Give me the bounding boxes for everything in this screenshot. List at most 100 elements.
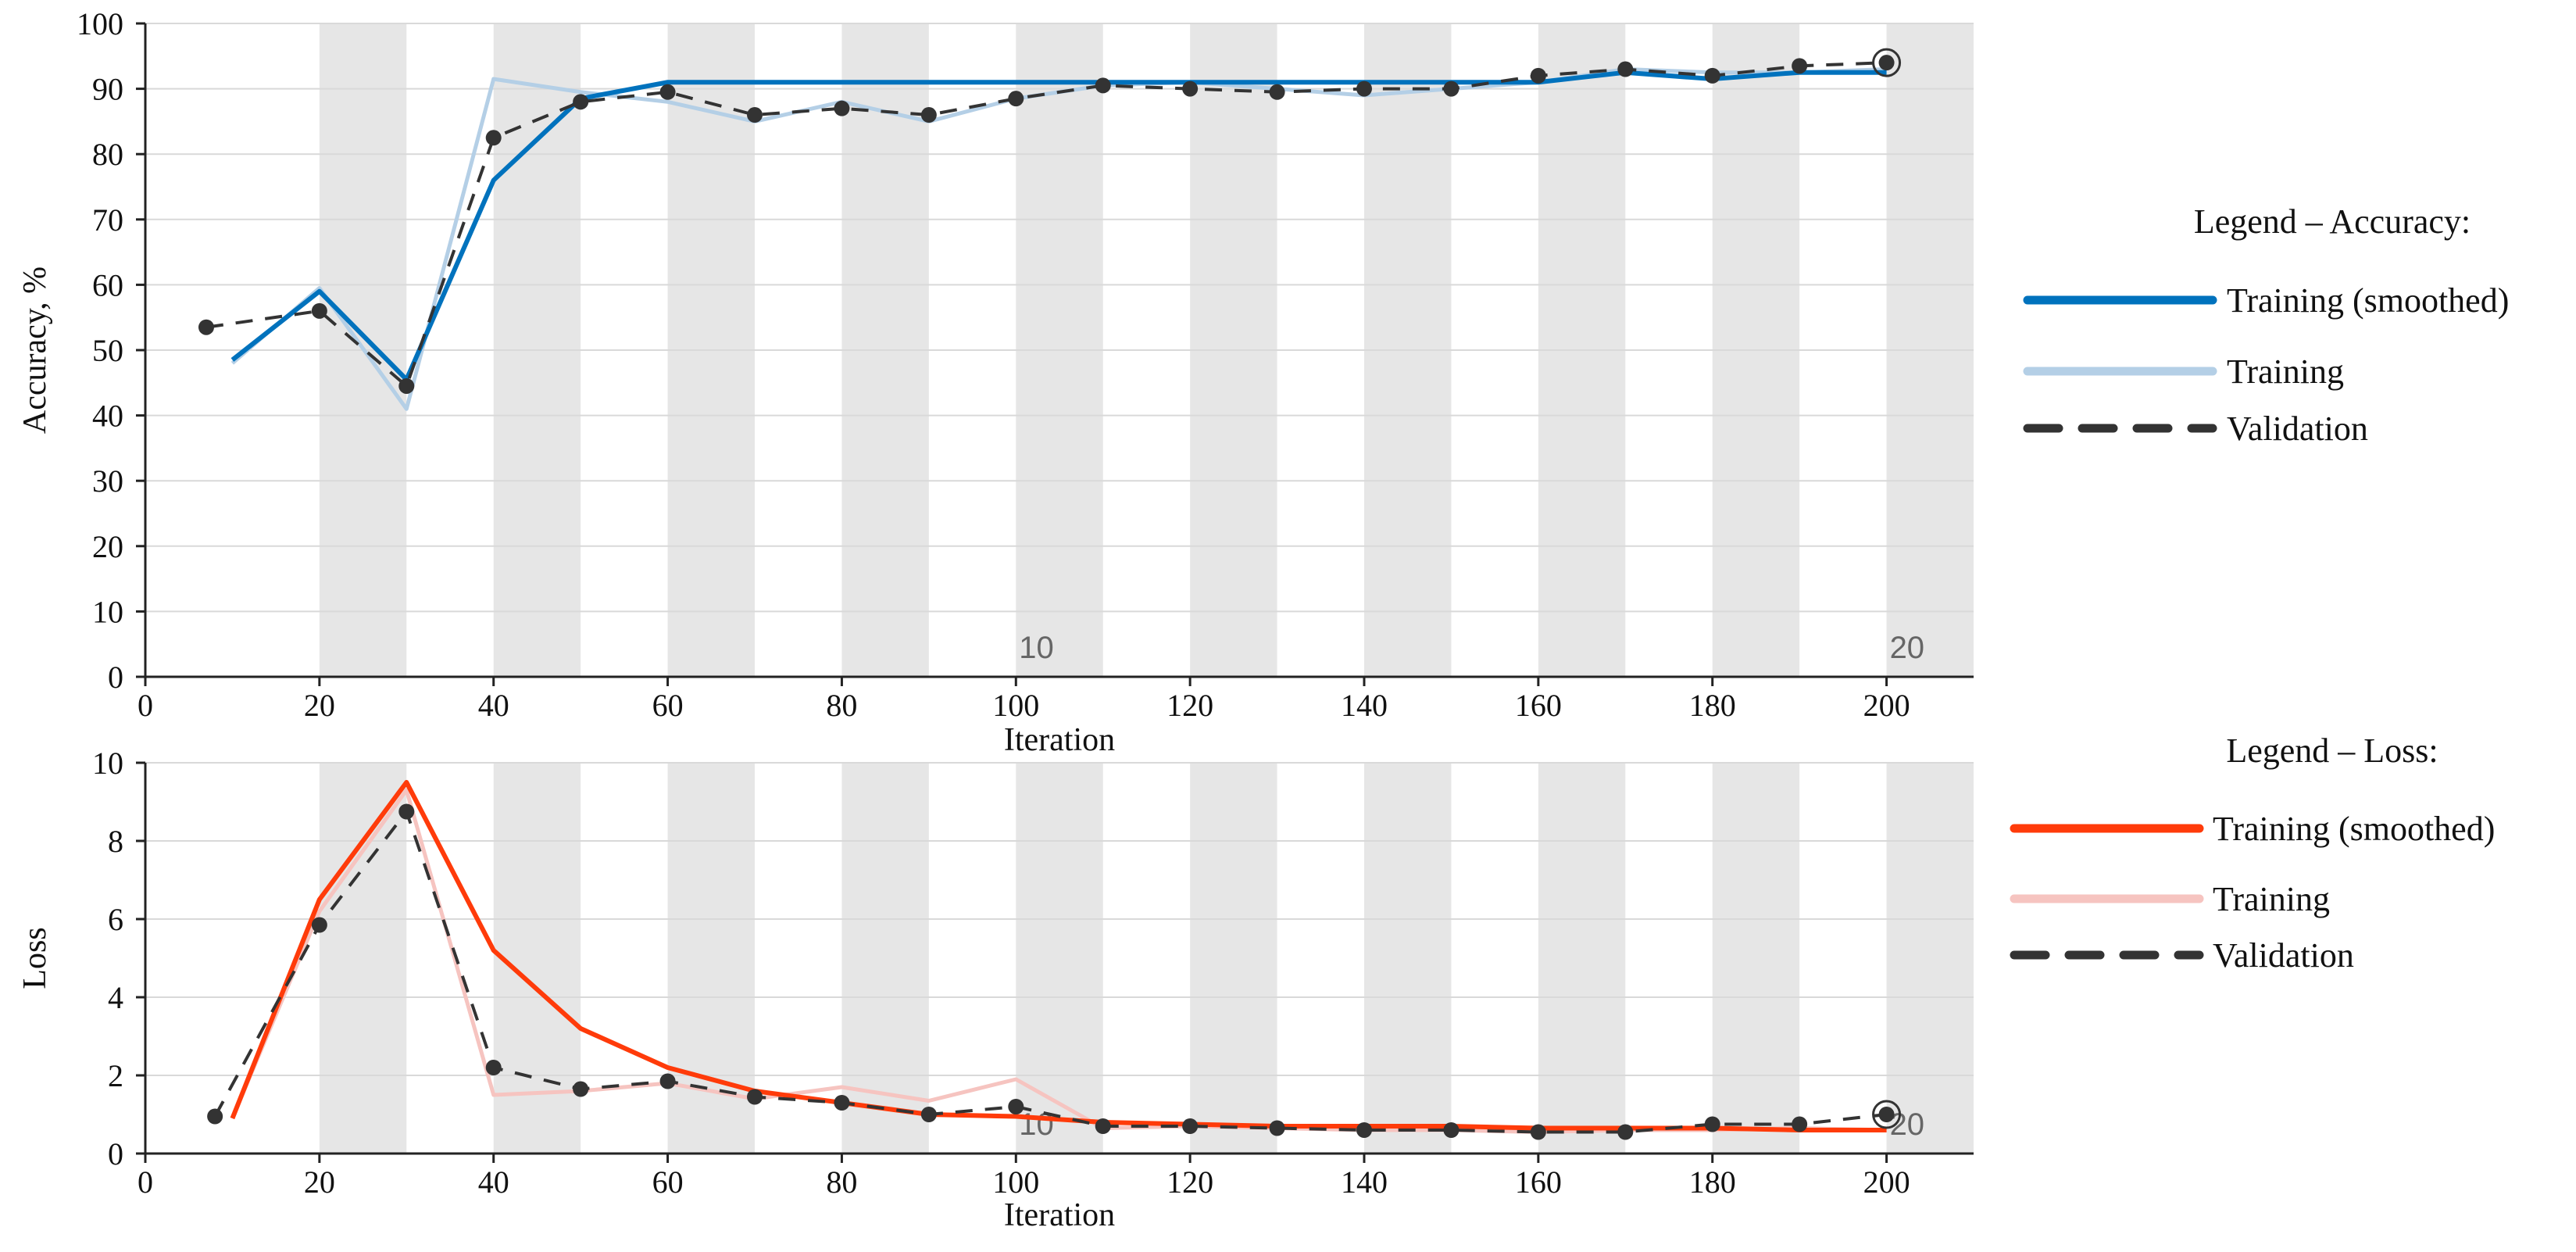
validation-point [1530,67,1546,84]
validation-point [1617,1124,1634,1140]
validation-point [1617,61,1634,77]
x-tick-label: 40 [478,1164,509,1200]
legend-title: Legend – Loss: [2226,732,2438,770]
series-line-training-smoothed [230,70,1887,382]
validation-point [573,1081,589,1097]
y-tick-label: 60 [92,267,123,302]
x-tick-label: 80 [826,1164,857,1200]
x-tick-label: 20 [304,688,335,723]
validation-point [920,107,937,123]
validation-point [1530,1124,1546,1140]
y-axis-title: Accuracy, % [17,266,53,434]
epoch-band [1712,763,1800,1154]
validation-point [1878,55,1895,71]
x-tick-label: 160 [1515,1164,1562,1200]
legend-label: Training (smoothed) [2227,281,2509,320]
validation-point [1008,91,1024,107]
chart-panel-accuracy: 0 20 40 60 80 100 120 140 160 180 200 0 10 20 30 40 50 60… [17,6,2509,758]
y-tick-label: 100 [77,6,123,41]
y-tick-label: 90 [92,72,123,107]
series-line-training-smoothed [230,780,1887,1132]
validation-point [1704,1116,1720,1132]
validation-point [573,94,589,110]
x-tick-label: 180 [1689,1164,1736,1200]
legend: Legend – Accuracy: Training (smoothed) Tra… [2023,202,2509,448]
x-tick-label: 160 [1515,688,1562,723]
y-tick-label: 4 [108,980,123,1015]
y-tick-label: 70 [92,202,123,238]
validation-point [834,1095,850,1111]
epoch-band [1886,763,1974,1154]
epoch-band [1538,763,1626,1154]
y-tick-label: 50 [92,333,123,368]
x-tick-label: 60 [652,1164,684,1200]
legend-label: Validation [2227,410,2368,448]
series-line-validation [213,810,1887,1134]
x-tick-label: 60 [652,688,684,723]
x-tick-label: 20 [304,1164,335,1200]
y-tick-label: 30 [92,463,123,499]
epoch-band [1190,763,1277,1154]
x-tick-label: 40 [478,688,509,723]
y-tick-label: 10 [92,594,123,629]
y-tick-label: 10 [92,746,123,781]
legend-label: Validation [2213,936,2354,975]
epoch-band [319,763,407,1154]
validation-point [198,319,214,335]
validation-point [1095,1118,1111,1134]
validation-point [1878,1107,1895,1122]
legend-label: Training [2227,352,2344,391]
x-tick-label: 200 [1863,1164,1910,1200]
x-tick-label: 0 [138,688,153,723]
validation-point [1792,1116,1808,1132]
x-tick-label: 140 [1341,688,1388,723]
y-tick-label: 80 [92,137,123,172]
validation-point [1095,77,1111,94]
epoch-label: 10 [1019,631,1054,665]
y-tick-label: 0 [108,660,123,695]
legend-label: Training [2213,880,2330,918]
y-tick-label: 0 [108,1136,123,1172]
x-tick-label: 120 [1167,688,1213,723]
x-tick-label: 120 [1167,1164,1213,1200]
legend: Legend – Loss: Training (smoothed) Trainin… [2010,732,2495,975]
y-tick-label: 2 [108,1058,123,1093]
x-tick-label: 200 [1863,688,1910,723]
x-tick-label: 140 [1341,1164,1388,1200]
validation-point [485,130,502,146]
legend-title: Legend – Accuracy: [2194,202,2471,241]
validation-point [398,803,415,820]
y-tick-label: 8 [108,824,123,859]
x-axis-title: Iteration [1004,1197,1115,1233]
validation-point [920,1107,937,1122]
x-tick-label: 100 [992,688,1039,723]
validation-point [834,100,850,116]
y-axis-title: Loss [17,927,53,989]
x-tick-label: 180 [1689,688,1736,723]
validation-point [1269,84,1285,100]
validation-point [1443,80,1459,97]
final-validation-marker [1872,1100,1902,1129]
final-validation-marker [1872,48,1902,77]
epoch-band [1016,763,1103,1154]
x-tick-label: 100 [992,1164,1039,1200]
series-line-validation [205,61,1887,388]
x-tick-label: 80 [826,688,857,723]
validation-point [1356,80,1372,97]
x-axis-title: Iteration [1004,722,1115,758]
validation-point [1008,1099,1024,1114]
chart-panel-loss: 0 20 40 60 80 100 120 140 160 180 200 0 2 4 6 8 10 Iterat… [17,732,2495,1233]
validation-point [747,107,763,123]
validation-point [659,1073,676,1089]
validation-point [659,84,676,100]
validation-point [1182,1118,1199,1134]
epoch-band [1364,763,1452,1154]
legend-label: Training (smoothed) [2213,810,2495,848]
validation-point [1792,58,1808,74]
epoch-label: 20 [1890,631,1925,665]
y-tick-label: 6 [108,902,123,937]
validation-point [1443,1122,1459,1138]
epoch-band [493,763,581,1154]
y-tick-label: 40 [92,399,123,434]
